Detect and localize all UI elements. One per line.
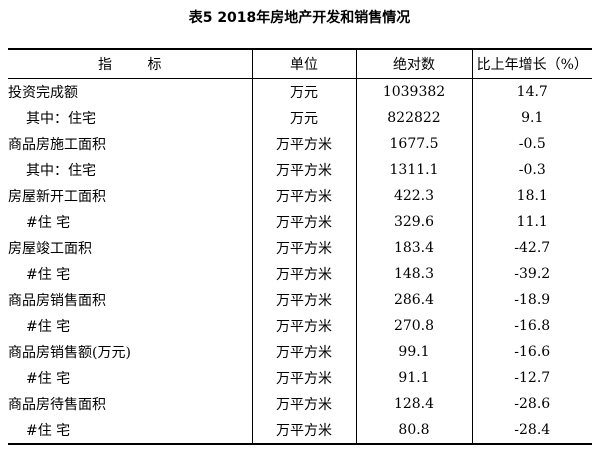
table-row: 商品房销售额(万元) 万平方米 99.1 -16.6 (8, 339, 592, 365)
row-absolute-value: 1311.1 (355, 157, 472, 183)
row-absolute-value: 128.4 (355, 391, 472, 417)
table-header: 指 标 单位 绝对数 比上年增长（%） (8, 49, 592, 79)
row-absolute-value: 99.1 (355, 339, 472, 365)
row-unit: 万平方米 (251, 313, 356, 339)
row-absolute-value: 1677.5 (355, 131, 472, 157)
table-row: #住 宅 万平方米 148.3 -39.2 (8, 261, 592, 287)
row-unit: 万平方米 (251, 365, 356, 391)
row-indicator-name: 商品房销售额(万元) (8, 345, 131, 361)
row-indicator-name: 房屋新开工面积 (8, 189, 106, 205)
row-absolute-value: 822822 (355, 105, 472, 131)
row-growth-value: -18.9 (471, 287, 592, 313)
row-unit: 万平方米 (251, 183, 356, 209)
row-absolute-value: 270.8 (355, 313, 472, 339)
row-absolute-value: 1039382 (355, 78, 472, 105)
row-indicator-name: #住 宅 (26, 267, 71, 283)
row-growth-value: 9.1 (471, 105, 592, 131)
row-indicator-name: #住 宅 (26, 423, 71, 439)
row-unit: 万平方米 (251, 391, 356, 417)
table-row: 商品房施工面积 万平方米 1677.5 -0.5 (8, 131, 592, 157)
table-row: 房屋竣工面积 万平方米 183.4 -42.7 (8, 235, 592, 261)
table-row: 商品房待售面积 万平方米 128.4 -28.6 (8, 391, 592, 417)
header-row: 指 标 单位 绝对数 比上年增长（%） (8, 49, 592, 79)
row-indicator-name: 商品房销售面积 (8, 293, 106, 309)
row-indicator-name: 投资完成额 (8, 85, 78, 101)
table-row: 房屋新开工面积 万平方米 422.3 18.1 (8, 183, 592, 209)
header-growth: 比上年增长（%） (471, 49, 592, 79)
row-growth-value: -0.3 (471, 157, 592, 183)
row-absolute-value: 183.4 (355, 235, 472, 261)
row-growth-value: -16.8 (471, 313, 592, 339)
row-absolute-value: 422.3 (355, 183, 472, 209)
table-row: 商品房销售面积 万平方米 286.4 -18.9 (8, 287, 592, 313)
row-absolute-value: 91.1 (355, 365, 472, 391)
row-growth-value: 14.7 (471, 78, 592, 105)
table-row: #住 宅 万平方米 80.8 -28.4 (8, 417, 592, 444)
row-unit: 万平方米 (251, 131, 356, 157)
row-indicator-name: #住 宅 (26, 215, 71, 231)
row-unit: 万元 (251, 105, 356, 131)
row-growth-value: 18.1 (471, 183, 592, 209)
table-row: 其中：住宅 万平方米 1311.1 -0.3 (8, 157, 592, 183)
row-unit: 万元 (251, 78, 356, 105)
table-row: #住 宅 万平方米 329.6 11.1 (8, 209, 592, 235)
row-growth-value: -28.6 (471, 391, 592, 417)
header-unit: 单位 (251, 49, 356, 79)
row-growth-value: -28.4 (471, 417, 592, 444)
row-absolute-value: 80.8 (355, 417, 472, 444)
row-unit: 万平方米 (251, 157, 356, 183)
row-unit: 万平方米 (251, 339, 356, 365)
row-indicator-name: 房屋竣工面积 (8, 241, 92, 257)
table-title: 表5 2018年房地产开发和销售情况 (188, 10, 411, 26)
row-indicator-name: 商品房施工面积 (8, 137, 106, 153)
table-body: 投资完成额 万元 1039382 14.7 其中：住宅 万元 822822 9.1 商品房施工面… (8, 78, 592, 444)
table-row: #住 宅 万平方米 91.1 -12.7 (8, 365, 592, 391)
row-growth-value: -16.6 (471, 339, 592, 365)
row-indicator-name: 商品房待售面积 (8, 397, 106, 413)
row-growth-value: -42.7 (471, 235, 592, 261)
table-row: 投资完成额 万元 1039382 14.7 (8, 78, 592, 105)
header-absolute: 绝对数 (355, 49, 472, 79)
row-indicator-name: 其中：住宅 (26, 111, 96, 127)
row-growth-value: 11.1 (471, 209, 592, 235)
row-unit: 万平方米 (251, 261, 356, 287)
row-growth-value: -12.7 (471, 365, 592, 391)
row-unit: 万平方米 (251, 417, 356, 444)
data-table: 指 标 单位 绝对数 比上年增长（%） 投资完成额 万元 1039382 14.7 其中… (8, 48, 592, 445)
row-unit: 万平方米 (251, 235, 356, 261)
table-row: #住 宅 万平方米 270.8 -16.8 (8, 313, 592, 339)
row-indicator-name: #住 宅 (26, 371, 71, 387)
row-absolute-value: 329.6 (355, 209, 472, 235)
row-absolute-value: 286.4 (355, 287, 472, 313)
row-growth-value: -0.5 (471, 131, 592, 157)
row-indicator-name: 其中：住宅 (26, 163, 96, 179)
row-growth-value: -39.2 (471, 261, 592, 287)
row-unit: 万平方米 (251, 287, 356, 313)
row-indicator-name: #住 宅 (26, 319, 71, 335)
row-unit: 万平方米 (251, 209, 356, 235)
table-row: 其中：住宅 万元 822822 9.1 (8, 105, 592, 131)
header-indicator: 指 标 (97, 57, 162, 73)
row-absolute-value: 148.3 (355, 261, 472, 287)
